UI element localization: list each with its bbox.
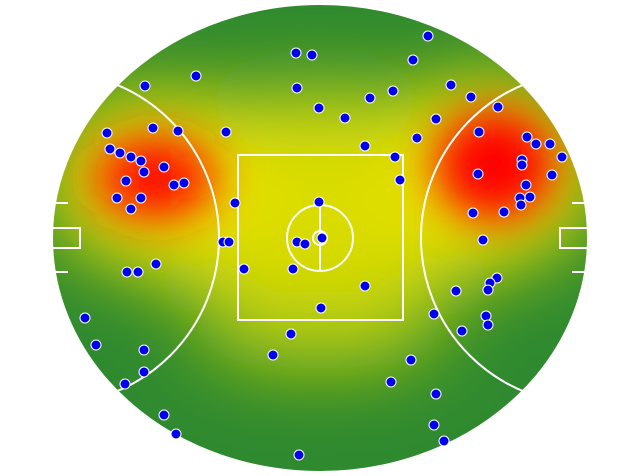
- point: [125, 203, 137, 215]
- point: [114, 147, 126, 159]
- point: [220, 126, 232, 138]
- point: [104, 143, 116, 155]
- point: [407, 54, 419, 66]
- point: [293, 449, 305, 461]
- point: [139, 80, 151, 92]
- point: [465, 91, 477, 103]
- point: [313, 196, 325, 208]
- point: [480, 310, 492, 322]
- point: [472, 168, 484, 180]
- point: [428, 419, 440, 431]
- point: [411, 132, 423, 144]
- point: [498, 206, 510, 218]
- point: [135, 192, 147, 204]
- point: [138, 166, 150, 178]
- point: [450, 285, 462, 297]
- point: [223, 236, 235, 248]
- point: [521, 131, 533, 143]
- point: [456, 325, 468, 337]
- point: [477, 234, 489, 246]
- point: [473, 126, 485, 138]
- point: [389, 151, 401, 163]
- point: [291, 82, 303, 94]
- point: [285, 328, 297, 340]
- point: [438, 435, 450, 447]
- point: [150, 258, 162, 270]
- point: [445, 79, 457, 91]
- point: [238, 263, 250, 275]
- point: [556, 151, 568, 163]
- point: [339, 112, 351, 124]
- point: [430, 388, 442, 400]
- point: [546, 169, 558, 181]
- point: [306, 49, 318, 61]
- point: [316, 232, 328, 244]
- point: [313, 102, 325, 114]
- point: [121, 266, 133, 278]
- point: [90, 339, 102, 351]
- point: [299, 238, 311, 250]
- point: [405, 354, 417, 366]
- point: [158, 161, 170, 173]
- point: [430, 113, 442, 125]
- boundary: [51, 3, 589, 473]
- point: [101, 127, 113, 139]
- point: [544, 138, 556, 150]
- point: [178, 177, 190, 189]
- point: [120, 175, 132, 187]
- point: [135, 155, 147, 167]
- point: [132, 266, 144, 278]
- point: [119, 378, 131, 390]
- point: [467, 207, 479, 219]
- point: [359, 280, 371, 292]
- point: [147, 122, 159, 134]
- point: [394, 174, 406, 186]
- point: [125, 151, 137, 163]
- point: [524, 191, 536, 203]
- point: [385, 376, 397, 388]
- point: [158, 409, 170, 421]
- point: [138, 366, 150, 378]
- point: [287, 263, 299, 275]
- point: [359, 140, 371, 152]
- point: [492, 101, 504, 113]
- point: [530, 138, 542, 150]
- point: [168, 179, 180, 191]
- point: [520, 179, 532, 191]
- point: [516, 159, 528, 171]
- point: [79, 312, 91, 324]
- point: [229, 197, 241, 209]
- point: [111, 192, 123, 204]
- point: [364, 92, 376, 104]
- point: [267, 349, 279, 361]
- point: [315, 302, 327, 314]
- point: [170, 428, 182, 440]
- point: [422, 30, 434, 42]
- point: [482, 319, 494, 331]
- point: [172, 125, 184, 137]
- point: [138, 344, 150, 356]
- point: [515, 199, 527, 211]
- point: [482, 284, 494, 296]
- point: [190, 70, 202, 82]
- points: [79, 30, 568, 461]
- point: [290, 47, 302, 59]
- point: [428, 308, 440, 320]
- point: [387, 85, 399, 97]
